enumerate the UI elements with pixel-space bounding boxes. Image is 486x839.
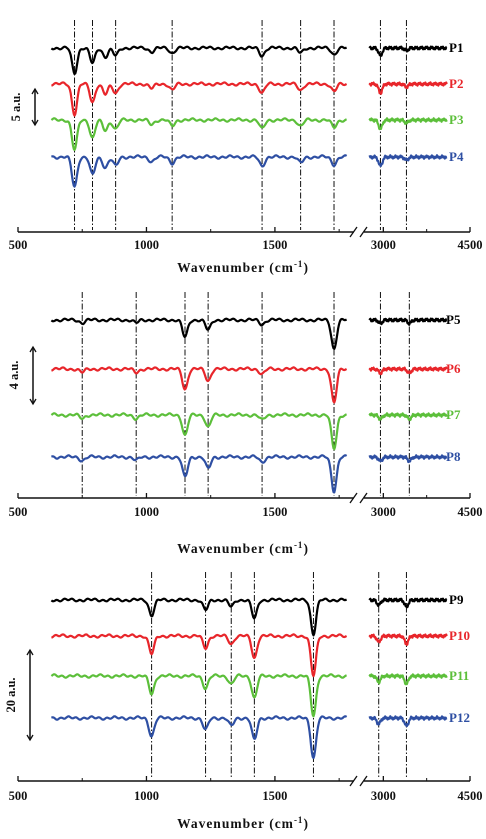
chart-panel-bottom: P9 P10 P11 P12 500 1000 1500 3000 4500 Wavenumber… bbox=[4, 572, 483, 831]
x-tick-label-1500: 1500 bbox=[262, 238, 287, 252]
spectrum-line-P7 bbox=[50, 412, 448, 451]
axis-break-mark-2 bbox=[359, 492, 368, 504]
x-tick-label-3000: 3000 bbox=[371, 789, 396, 803]
series-label-P7: P7 bbox=[446, 407, 461, 422]
series-label-P5: P5 bbox=[446, 312, 461, 327]
spectrum-line-P1 bbox=[50, 45, 448, 76]
spectrum-line-P6 bbox=[51, 366, 448, 404]
series-label-P8: P8 bbox=[446, 449, 461, 464]
spectrum-line-P8 bbox=[51, 454, 448, 494]
x-axis-title: Wavenumber (cm-1) bbox=[177, 815, 309, 831]
x-tick-label-4500: 4500 bbox=[458, 789, 483, 803]
axis-break-mark-1 bbox=[349, 226, 358, 238]
axis-break-mark-2 bbox=[359, 226, 368, 238]
series-label-P2: P2 bbox=[449, 76, 463, 91]
axis-break-mark-1 bbox=[349, 775, 358, 787]
series-label-P11: P11 bbox=[449, 668, 469, 683]
axis-break-mark-1 bbox=[349, 492, 358, 504]
scale-bar-arrow-down bbox=[31, 119, 39, 127]
axis-break-mark-2 bbox=[359, 775, 368, 787]
scale-bar-arrow-down bbox=[29, 398, 37, 406]
spectrum-line-P9 bbox=[50, 597, 448, 637]
x-tick-label-1000: 1000 bbox=[134, 789, 159, 803]
x-tick-label-1000: 1000 bbox=[134, 505, 159, 519]
x-tick-label-4500: 4500 bbox=[458, 238, 483, 252]
scale-bar-label: 20 a.u. bbox=[4, 677, 18, 712]
x-axis-title: Wavenumber (cm-1) bbox=[177, 540, 309, 556]
x-tick-label-1500: 1500 bbox=[262, 789, 287, 803]
x-tick-label-3000: 3000 bbox=[371, 238, 396, 252]
x-tick-label-1000: 1000 bbox=[134, 238, 159, 252]
scale-bar-label: 5 a.u. bbox=[9, 93, 23, 122]
spectrum-line-P3 bbox=[50, 117, 448, 151]
series-label-P10: P10 bbox=[449, 628, 470, 643]
scale-bar-arrow-up bbox=[31, 87, 39, 95]
spectrum-line-P10 bbox=[51, 633, 448, 678]
scale-bar-arrow-up bbox=[29, 345, 37, 353]
x-tick-label-4500: 4500 bbox=[458, 505, 483, 519]
series-label-P6: P6 bbox=[446, 361, 461, 376]
series-label-P3: P3 bbox=[449, 112, 464, 127]
scale-bar-arrow-down bbox=[26, 734, 34, 742]
x-tick-label-3000: 3000 bbox=[371, 505, 396, 519]
spectrum-line-P4 bbox=[51, 154, 448, 188]
series-label-P9: P9 bbox=[449, 592, 464, 607]
series-label-P1: P1 bbox=[449, 40, 463, 55]
chart-panel-top: P1 P2 P3 P4 500 1000 1500 3000 4500 Wavenumber (c… bbox=[9, 20, 483, 275]
x-tick-label-500: 500 bbox=[9, 789, 28, 803]
chart-panel-middle: P5 P6 P7 P8 500 1000 1500 3000 4500 Wavenumber (c… bbox=[7, 292, 483, 556]
series-label-P4: P4 bbox=[449, 149, 464, 164]
x-axis-title: Wavenumber (cm-1) bbox=[177, 259, 309, 275]
spectrum-line-P12 bbox=[51, 715, 448, 760]
spectrum-line-P2 bbox=[51, 81, 448, 117]
series-label-P12: P12 bbox=[449, 710, 470, 725]
x-tick-label-500: 500 bbox=[9, 505, 28, 519]
spectrum-line-P5 bbox=[50, 317, 448, 350]
scale-bar-label: 4 a.u. bbox=[7, 361, 21, 390]
spectrum-line-P11 bbox=[50, 673, 448, 718]
x-tick-label-1500: 1500 bbox=[262, 505, 287, 519]
scale-bar-arrow-up bbox=[26, 648, 34, 656]
x-tick-label-500: 500 bbox=[9, 238, 28, 252]
